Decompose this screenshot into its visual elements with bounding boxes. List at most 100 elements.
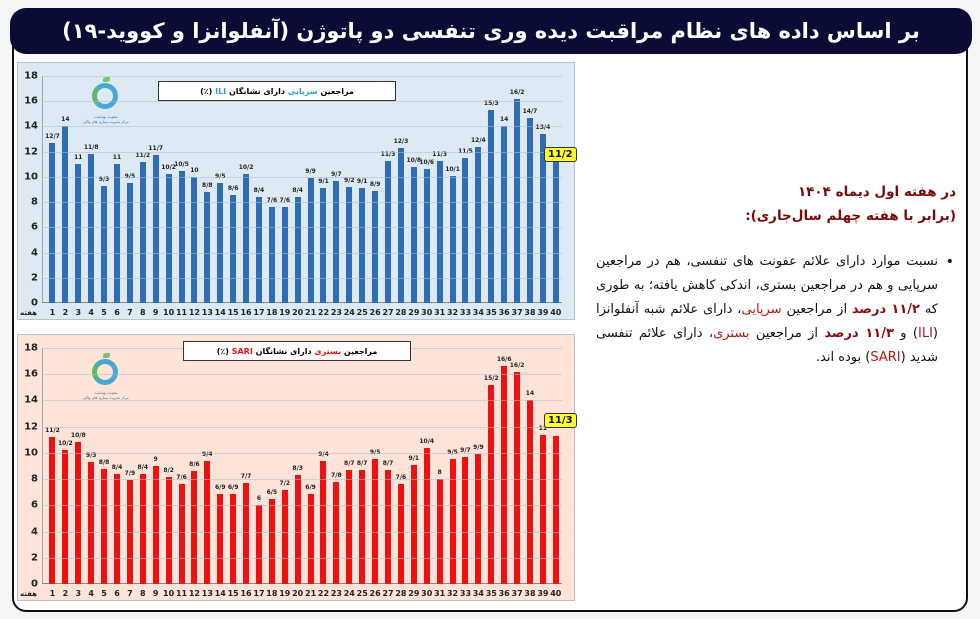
data-bar	[88, 462, 95, 584]
data-bar	[230, 493, 237, 584]
bar-value-label: 8/8	[202, 182, 213, 190]
bar-value-label: 8/4	[253, 187, 265, 195]
x-tick-label: 25	[356, 308, 368, 317]
bar-column: 12/3 28	[394, 76, 409, 317]
gridline	[42, 151, 562, 153]
data-bar	[101, 468, 108, 584]
data-bar	[526, 117, 533, 303]
data-bar	[165, 476, 172, 584]
bar-column: 15/2 35	[484, 348, 499, 598]
data-bar	[552, 161, 559, 303]
x-axis	[42, 302, 562, 303]
bar-column: 14/7 38	[523, 76, 538, 317]
data-bar	[126, 183, 133, 303]
bar-column: 10 12	[188, 76, 201, 317]
x-tick-label: 29	[408, 589, 420, 598]
x-axis-label: هفته	[20, 590, 37, 598]
data-bar	[294, 475, 301, 584]
bar-value-label: 9/5	[214, 173, 226, 181]
bar-column: 7/6 19	[278, 76, 291, 317]
x-tick-label: 10	[163, 308, 175, 317]
x-tick-label: 14	[214, 308, 226, 317]
bar-value-label: 7/6	[176, 474, 187, 482]
bar-column: 7/8 23	[330, 348, 343, 598]
x-tick-label: 36	[498, 589, 510, 598]
data-bar	[191, 471, 198, 584]
bar-value-label: 10/4	[419, 437, 435, 445]
sari-plot-area: 11/2 1 10/2 2 10/8 3 9/3 4 8/8 5 8/4 6 7/9 7 8/4 8 9 9 8/2…	[20, 343, 562, 598]
bullet-text: ، دارای علائم تنفسی شدید (	[596, 326, 938, 365]
bar-value-label: 9/4	[318, 450, 329, 458]
x-tick-label: 15	[227, 308, 239, 317]
x-tick-label: 37	[511, 308, 523, 317]
bar-value-label: 10/2	[238, 164, 254, 172]
data-bar	[526, 400, 533, 584]
gridline	[42, 176, 562, 178]
title-text: مراجعین	[343, 346, 378, 356]
gridline	[42, 101, 562, 103]
bar-column: 7/7 16	[240, 348, 253, 598]
bar-column: 9/7 23	[330, 76, 343, 317]
data-bar	[410, 166, 417, 303]
bar-column: 11/8 4	[84, 76, 99, 317]
bar-column: 6/9 21	[304, 348, 317, 598]
data-bar	[139, 473, 146, 584]
bar-value-label: 9	[153, 456, 158, 463]
x-tick-label: 25	[356, 589, 368, 598]
y-tick-label: 16	[24, 95, 38, 107]
bar-column: 6 17	[253, 348, 266, 598]
x-tick-label: 11	[175, 589, 188, 598]
y-tick-label: 10	[24, 171, 38, 183]
bar-column: 11 6	[111, 76, 124, 317]
data-bar	[539, 434, 546, 584]
y-tick-label: 8	[31, 196, 38, 208]
data-bar	[49, 437, 56, 584]
bar-column: 10/2 16	[238, 76, 254, 317]
bar-column: 14 36	[498, 76, 511, 317]
y-tick-label: 14	[24, 394, 38, 406]
data-bar	[423, 169, 430, 303]
bar-column: 11/3 31	[432, 76, 447, 318]
bar-value-label: 12/4	[471, 136, 486, 144]
ministry-logo-icon: معاونت بهداشت مرکز مدیریت بیماری های واگی…	[83, 73, 129, 131]
bar-value-label: 11	[112, 154, 122, 162]
x-tick-label: 31	[434, 589, 446, 598]
x-tick-label: 17	[253, 589, 265, 598]
data-bar	[475, 454, 482, 584]
gridline	[42, 479, 562, 481]
bar-value-label: 8/7	[344, 459, 355, 467]
x-tick-label: 1	[49, 589, 56, 598]
bar-column: 9/2 24	[343, 76, 356, 317]
data-bar	[268, 207, 275, 303]
data-bar	[462, 157, 469, 303]
bar-value-label: 11	[74, 154, 83, 162]
data-bar	[178, 484, 185, 584]
y-tick-label: 14	[24, 120, 38, 132]
x-tick-label: 28	[395, 589, 407, 598]
bar-value-label: 8/2	[163, 466, 174, 474]
bar-column: 7/6 18	[265, 76, 278, 317]
ili-chart-title: مراجعین سرپایی دارای نشانگان ILI (٪)	[158, 81, 396, 101]
y-tick-label: 16	[24, 368, 38, 380]
bar-value-label: 9/7	[331, 170, 342, 178]
data-bar	[385, 469, 392, 584]
y-tick-label: 2	[31, 552, 38, 564]
bar-column: 9/5 32	[446, 348, 459, 598]
bar-value-label: 11/5	[458, 147, 473, 155]
data-bar	[75, 442, 82, 584]
bar-value-label: 11/2	[45, 427, 60, 435]
bar-column: 10/8 3	[71, 348, 86, 598]
data-bar	[372, 190, 379, 303]
bar-column: 9/1 22	[317, 76, 330, 317]
bar-value-label: 6	[256, 495, 262, 503]
x-tick-label: 2	[62, 589, 69, 598]
x-tick-label: 20	[292, 589, 304, 598]
bar-value-label: 14	[525, 390, 535, 398]
outpatient-word: سرپایی	[741, 302, 782, 317]
bar-column: 9/3 4	[85, 348, 98, 598]
gridline	[42, 227, 562, 229]
data-bar	[488, 384, 495, 584]
data-bar	[410, 464, 417, 584]
bar-column: 16/2 37	[510, 348, 525, 598]
